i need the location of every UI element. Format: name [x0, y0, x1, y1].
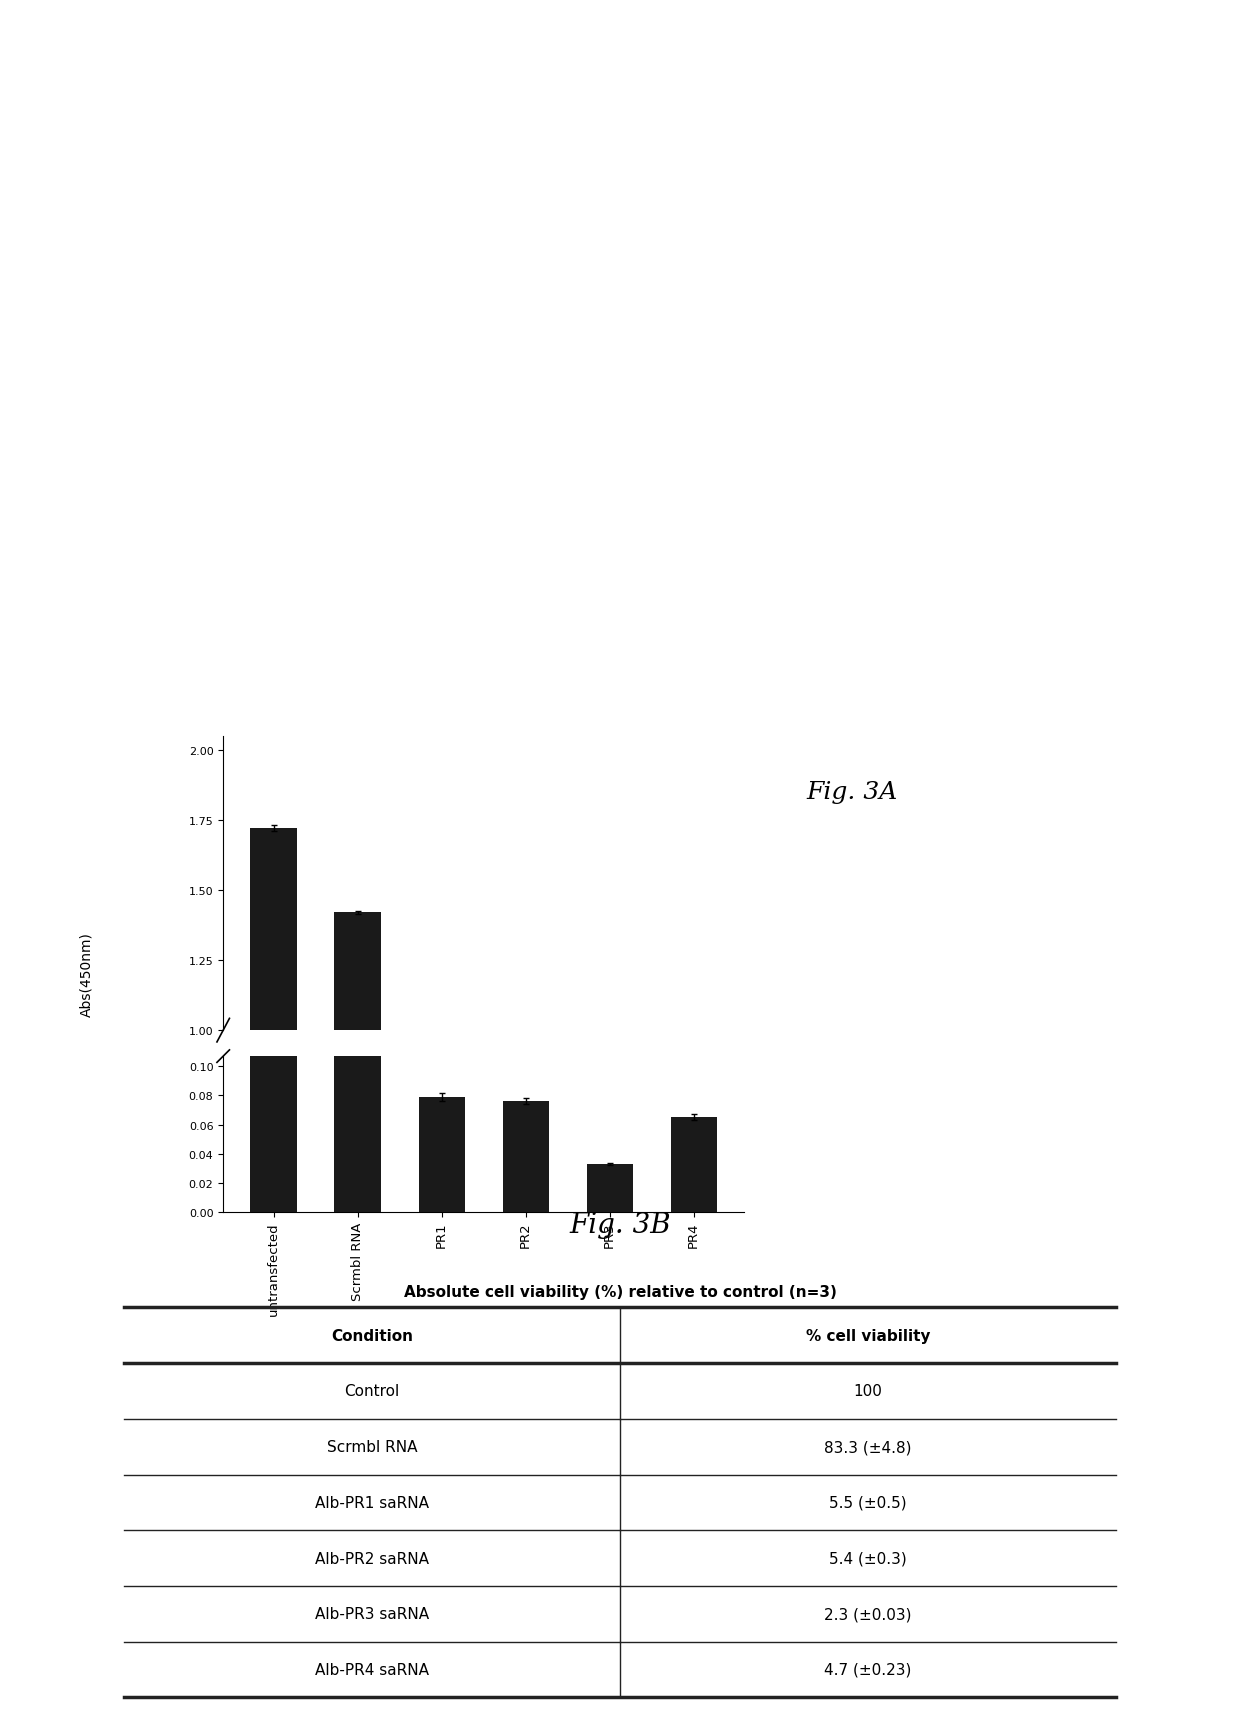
Text: Scrmbl RNA: Scrmbl RNA	[327, 1439, 417, 1455]
Bar	[587, 1164, 632, 1212]
Text: Absolute cell viability (%) relative to control (n=3): Absolute cell viability (%) relative to …	[403, 1283, 837, 1299]
Text: Condition: Condition	[331, 1328, 413, 1342]
Bar	[587, 1302, 632, 1311]
Text: Alb-PR2 saRNA: Alb-PR2 saRNA	[315, 1550, 429, 1566]
Text: Fig. 3A: Fig. 3A	[806, 779, 898, 804]
Text: Alb-PR3 saRNA: Alb-PR3 saRNA	[315, 1606, 429, 1621]
Bar	[671, 1292, 717, 1311]
Bar	[419, 1098, 465, 1212]
Bar	[335, 0, 381, 1212]
Text: Control: Control	[345, 1384, 399, 1399]
Text: 100: 100	[853, 1384, 883, 1399]
Bar	[335, 913, 381, 1311]
Text: 5.5 (±0.5): 5.5 (±0.5)	[830, 1495, 906, 1510]
Bar	[419, 1289, 465, 1311]
Text: 5.4 (±0.3): 5.4 (±0.3)	[830, 1550, 906, 1566]
Text: Alb-PR4 saRNA: Alb-PR4 saRNA	[315, 1663, 429, 1677]
Text: 83.3 (±4.8): 83.3 (±4.8)	[825, 1439, 911, 1455]
Text: 4.7 (±0.23): 4.7 (±0.23)	[825, 1663, 911, 1677]
Text: Fig. 3B: Fig. 3B	[569, 1211, 671, 1238]
Bar	[502, 1290, 549, 1311]
Text: % cell viability: % cell viability	[806, 1328, 930, 1342]
Text: Abs(450nm): Abs(450nm)	[79, 932, 94, 1017]
Bar	[250, 828, 296, 1311]
Text: 2.3 (±0.03): 2.3 (±0.03)	[825, 1606, 911, 1621]
Bar	[250, 0, 296, 1212]
Bar	[671, 1117, 717, 1212]
Text: Alb-PR1 saRNA: Alb-PR1 saRNA	[315, 1495, 429, 1510]
Bar	[502, 1102, 549, 1212]
